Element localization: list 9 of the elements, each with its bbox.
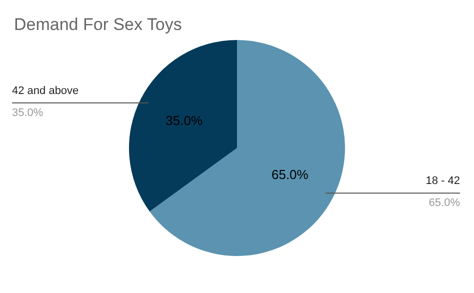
data-label: 35.0% [166,113,203,128]
text: 65.0% [428,197,460,210]
pie-slice [129,40,237,212]
text: 35.0% [12,106,44,119]
slice-label: 42 and above [12,84,79,97]
chart-title: Demand For Sex Toys [14,15,182,34]
pie-slice [150,40,345,256]
slice-label: 18 - 42 [426,175,460,188]
data-label: 65.0% [271,166,309,182]
